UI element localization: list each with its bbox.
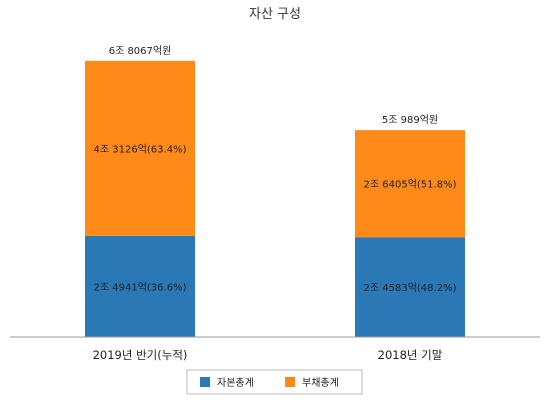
legend: 자본총계 부채총계	[186, 369, 363, 395]
legend-swatch	[200, 377, 210, 387]
legend-label: 자본총계	[217, 377, 254, 389]
total-value-label: 5조 989억원	[382, 114, 438, 126]
bar-segment	[355, 130, 465, 238]
category-label: 2019년 반기(누적)	[93, 348, 188, 362]
bars-layer	[85, 60, 465, 337]
legend-box	[186, 369, 363, 395]
bar-segment	[85, 235, 195, 337]
labels-layer: 2조 4941억(36.6%) 4조 3126억(63.4%) 6조 8067억원 2…	[93, 45, 457, 362]
category-label: 2018년 기말	[378, 348, 443, 362]
chart-title: 자산 구성	[249, 7, 301, 22]
segment-value-label: 2조 4941억(36.6%)	[94, 281, 187, 293]
legend-swatch	[285, 377, 295, 387]
legend-label: 부채총계	[302, 377, 339, 389]
segment-value-label: 2조 4583억(48.2%)	[364, 282, 457, 294]
total-value-label: 6조 8067억원	[109, 45, 172, 57]
segment-value-label: 4조 3126억(63.4%)	[94, 143, 187, 155]
segment-value-label: 2조 6405억(51.8%)	[364, 179, 457, 191]
bar-segment	[85, 60, 195, 236]
bar-segment	[355, 237, 465, 337]
